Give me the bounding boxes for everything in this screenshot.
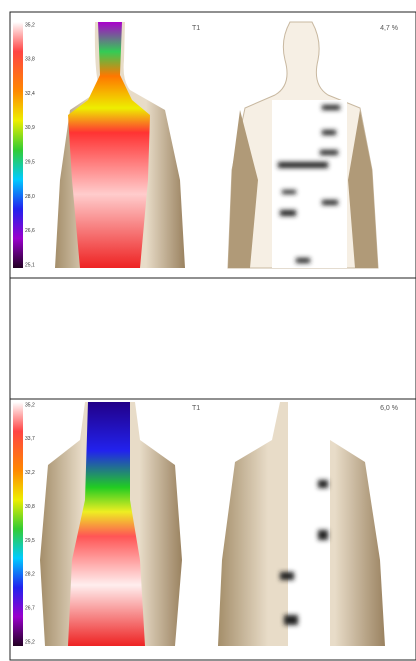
- scale-label: 30,8: [25, 504, 35, 510]
- color-scale: [13, 402, 23, 646]
- color-scale: [13, 22, 23, 268]
- scale-label: 33,8: [25, 57, 35, 63]
- scale-label: 35,2: [25, 22, 35, 28]
- panel-back: [13, 402, 385, 646]
- scale-label: 26,7: [25, 605, 35, 611]
- panel-front: [13, 22, 378, 268]
- view-label: T1: [192, 405, 200, 412]
- scale-label: 25,2: [25, 639, 35, 645]
- scale-label: 26,6: [25, 228, 35, 234]
- overlay: [272, 100, 347, 268]
- scale-label: 25,1: [25, 262, 35, 268]
- scale-label: 32,4: [25, 91, 35, 97]
- overlay: [288, 402, 330, 646]
- scale-label: 33,7: [25, 436, 35, 442]
- scale-label: 32,2: [25, 470, 35, 476]
- scale-label: 35,2: [25, 402, 35, 408]
- percent-label: 4,7 %: [380, 25, 398, 32]
- heat-map: [68, 22, 150, 268]
- view-label: T1: [192, 25, 200, 32]
- scale-label: 29,5: [25, 538, 35, 544]
- page: 35,2 33,8 32,4 30,9 29,5 28,0 26,6 25,1 T1 4,7 % 3…: [0, 0, 416, 661]
- scale-label: 28,2: [25, 572, 35, 578]
- percent-label: 6,0 %: [380, 405, 398, 412]
- scale-label: 30,9: [25, 125, 35, 131]
- scale-label: 28,0: [25, 194, 35, 200]
- scale-label: 29,5: [25, 159, 35, 165]
